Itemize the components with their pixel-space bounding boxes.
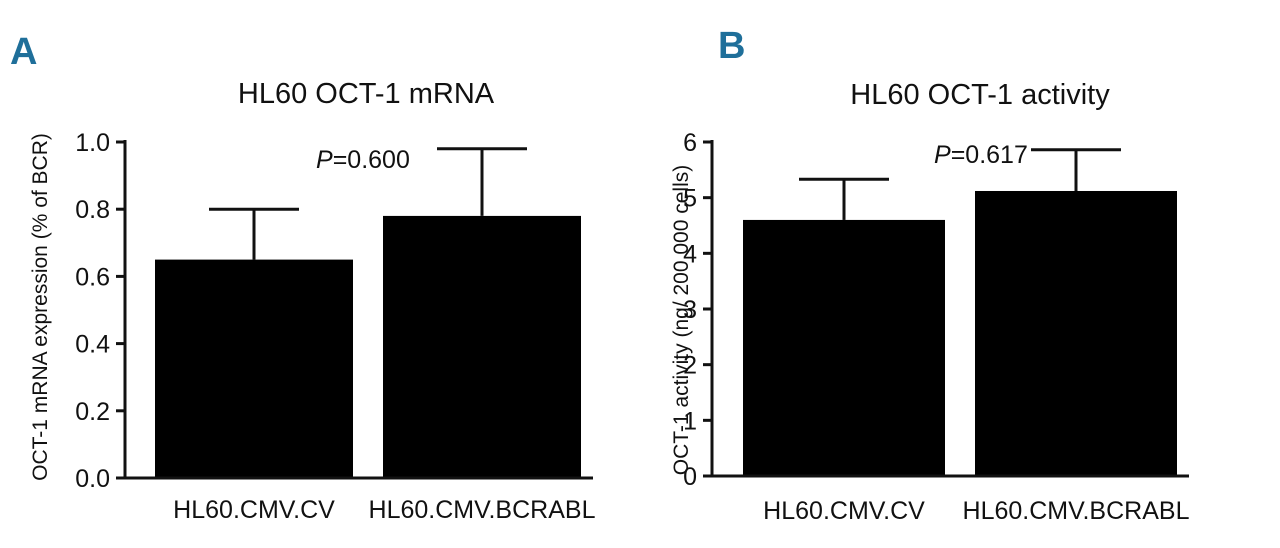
- y-tick-label: 3: [683, 296, 697, 324]
- panel-a-p-value: P=0.600: [316, 146, 410, 174]
- x-tick-label: HL60.CMV.CV: [173, 496, 335, 524]
- panel-b-letter: B: [718, 25, 745, 67]
- y-tick-label: 6: [683, 129, 697, 157]
- y-tick-label: 1.0: [75, 129, 110, 157]
- panel-a-letter: A: [10, 31, 37, 73]
- x-tick-label: HL60.CMV.BCRABL: [963, 497, 1190, 525]
- panel-a-title: HL60 OCT-1 mRNA: [238, 78, 495, 110]
- y-tick-label: 1: [683, 407, 697, 435]
- y-tick-label: 0.2: [75, 398, 110, 426]
- y-tick-label: 4: [683, 240, 697, 268]
- x-tick-label: HL60.CMV.BCRABL: [369, 496, 596, 524]
- bar-hl60-cmv-bcrabl: [383, 215, 581, 479]
- y-tick-label: 2: [683, 352, 697, 380]
- panel-b: B HL60 OCT-1 activity OCT-1 activity (ng…: [670, 25, 1190, 525]
- panel-b-title: HL60 OCT-1 activity: [850, 79, 1110, 111]
- panel-b-p-value: P=0.617: [934, 141, 1028, 169]
- bar-hl60-cmv-cv: [155, 259, 353, 478]
- y-tick-label: 0: [683, 463, 697, 491]
- y-tick-label: 0.6: [75, 263, 110, 291]
- x-tick-label: HL60.CMV.CV: [763, 497, 925, 525]
- panel-a: A HL60 OCT-1 mRNA OCT-1 mRNA expression …: [10, 31, 596, 524]
- bar-hl60-cmv-bcrabl: [975, 190, 1177, 476]
- panel-a-y-axis-label: OCT-1 mRNA expression (% of BCR): [29, 133, 52, 481]
- panel-a-plot: HL60.CMV.CV HL60.CMV.BCRABL 0.0 0.2 0.4 0.6 0.…: [75, 129, 595, 524]
- y-tick-label: 0.0: [75, 465, 110, 493]
- y-tick-label: 0.8: [75, 196, 110, 224]
- y-tick-label: 5: [683, 185, 697, 213]
- panel-b-y-axis-label: OCT-1 activity (ng/ 200 000 cells): [670, 165, 693, 475]
- bar-hl60-cmv-cv: [743, 219, 945, 476]
- panel-b-plot: HL60.CMV.CV HL60.CMV.BCRABL 0 1 2 3 4 5 6: [683, 129, 1189, 525]
- y-tick-label: 0.4: [75, 331, 110, 359]
